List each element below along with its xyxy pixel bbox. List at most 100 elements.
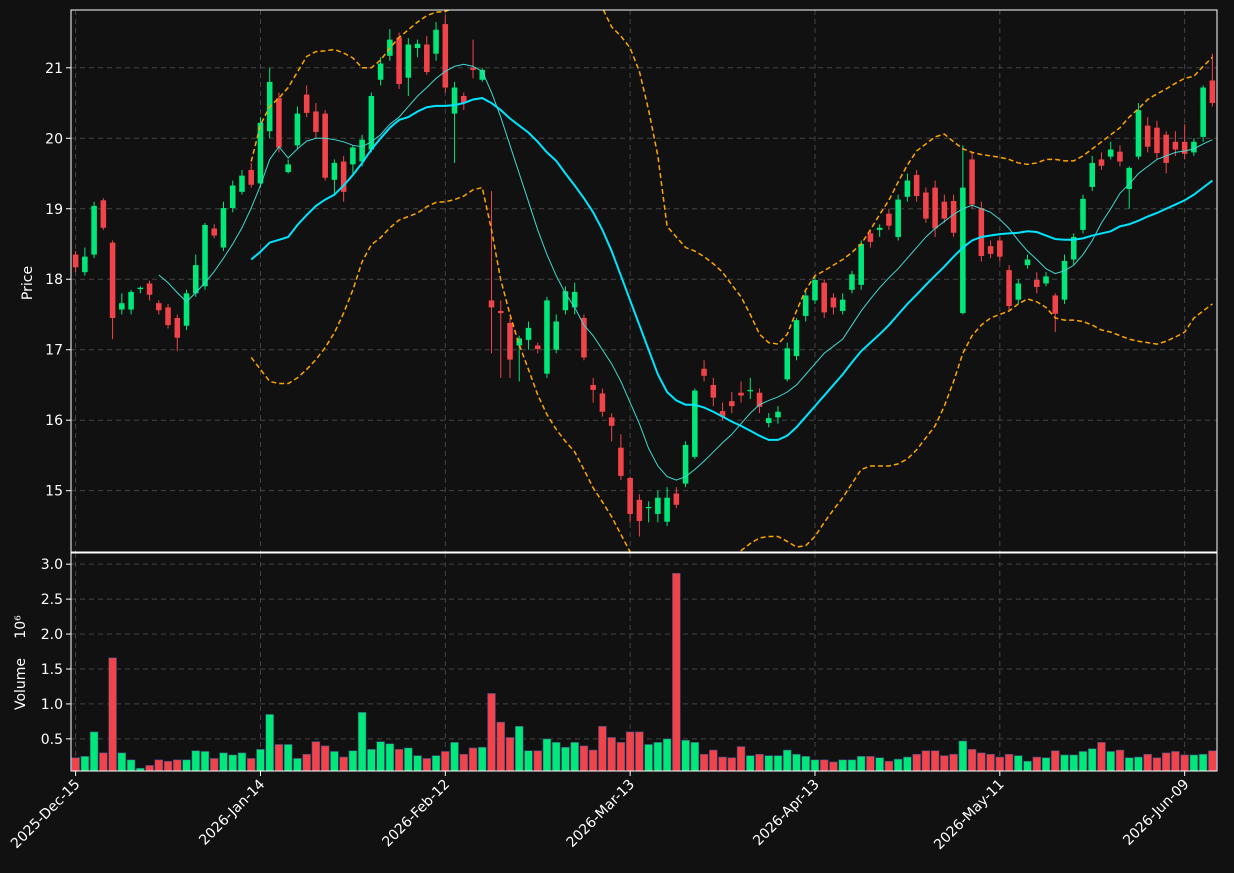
volume-bar xyxy=(644,744,653,771)
candle-body xyxy=(322,113,328,178)
volume-bar xyxy=(515,725,524,771)
volume-bar xyxy=(302,753,311,771)
volume-bar xyxy=(866,756,875,771)
candle-body xyxy=(636,499,643,521)
volume-bar xyxy=(1069,754,1078,771)
candle-body xyxy=(876,227,883,230)
volume-bar xyxy=(764,755,773,771)
candle-body xyxy=(645,506,652,509)
candle-body xyxy=(913,174,920,197)
volume-bar xyxy=(182,759,191,771)
volume-bar xyxy=(1004,753,1014,771)
volume-bar xyxy=(200,751,210,771)
volume-bar xyxy=(709,749,718,771)
volume-bar xyxy=(422,758,432,771)
candle-body xyxy=(396,37,402,85)
candle-body xyxy=(756,392,763,407)
candle-body xyxy=(1172,141,1179,150)
candle-body xyxy=(997,240,1003,257)
candle-body xyxy=(784,348,791,380)
y-tick-label: 18 xyxy=(45,272,63,288)
candle-body xyxy=(904,180,911,197)
candle-body xyxy=(775,411,781,418)
candle-body xyxy=(442,24,449,88)
candle-body xyxy=(257,122,264,184)
volume-bar xyxy=(385,743,395,771)
y-tick-label: 17 xyxy=(45,343,63,359)
candle-body xyxy=(470,67,476,70)
candle-body xyxy=(424,44,430,73)
candle-body xyxy=(941,201,948,219)
candle-body xyxy=(1052,295,1059,314)
candle-body xyxy=(211,228,218,236)
volume-bar xyxy=(237,752,247,771)
volume-bar xyxy=(653,742,663,771)
volume-bar xyxy=(579,745,589,771)
candle-body xyxy=(895,199,901,237)
volume-bar xyxy=(570,742,579,771)
volume-bar xyxy=(89,731,99,771)
volume-bar xyxy=(736,746,746,771)
volume-bar xyxy=(394,749,404,771)
candle-body xyxy=(978,208,985,256)
y-tick-label: 1.5 xyxy=(41,662,63,678)
candle-body xyxy=(488,300,495,308)
volume-bar xyxy=(413,755,422,771)
candle-body xyxy=(1024,259,1031,266)
volume-bar xyxy=(478,746,487,771)
volume-bar xyxy=(635,731,644,771)
volume-bar xyxy=(154,759,164,771)
candle-body xyxy=(1015,283,1022,300)
candle-body xyxy=(969,159,975,205)
volume-bar xyxy=(1208,750,1217,771)
volume-bar xyxy=(80,756,90,771)
y-tick-label: 15 xyxy=(45,484,63,500)
volume-bar xyxy=(681,739,690,771)
price-frame xyxy=(70,9,1218,553)
volume-bar xyxy=(884,760,894,771)
price-axis-label: Price xyxy=(20,266,36,300)
candle-body xyxy=(340,161,347,192)
volume-bar xyxy=(1106,751,1115,771)
candle-body xyxy=(867,233,874,242)
volume-bar xyxy=(145,765,154,771)
candle-body xyxy=(562,291,569,311)
volume-bar xyxy=(265,714,274,771)
candle-body xyxy=(1135,110,1142,157)
candle-body xyxy=(830,297,837,308)
candle-body xyxy=(414,43,421,49)
volume-bar xyxy=(71,757,80,771)
volume-bar xyxy=(108,657,117,771)
candle-body xyxy=(497,310,504,314)
candle-body xyxy=(858,243,864,285)
volume-bar xyxy=(1152,757,1162,771)
candle-body xyxy=(590,384,596,390)
volume-bar xyxy=(607,737,616,771)
volume-bar xyxy=(163,760,173,771)
candle-body xyxy=(960,187,966,314)
candle-body xyxy=(821,282,827,313)
candle-body xyxy=(710,384,717,398)
candle-body xyxy=(923,192,929,219)
volume-bar xyxy=(690,742,700,771)
candle-body xyxy=(313,111,319,132)
candle-body xyxy=(1144,125,1151,147)
candle-body xyxy=(91,205,97,255)
volume-bar xyxy=(893,758,903,771)
volume-bar xyxy=(505,737,515,771)
volume-bar xyxy=(1097,742,1106,771)
volume-bar xyxy=(311,741,321,771)
candle-body xyxy=(128,291,134,310)
candle-body xyxy=(100,200,107,228)
candle-body xyxy=(109,242,116,319)
volume-bar xyxy=(949,753,958,771)
y-tick-label: 3.0 xyxy=(41,557,63,573)
candle-body xyxy=(507,322,513,360)
volume-bar xyxy=(459,753,469,771)
candle-body xyxy=(350,147,356,165)
candle-body xyxy=(303,94,310,113)
candle-body xyxy=(692,390,698,457)
y-tick-label: 21 xyxy=(45,61,63,77)
volume-bar xyxy=(819,759,829,771)
